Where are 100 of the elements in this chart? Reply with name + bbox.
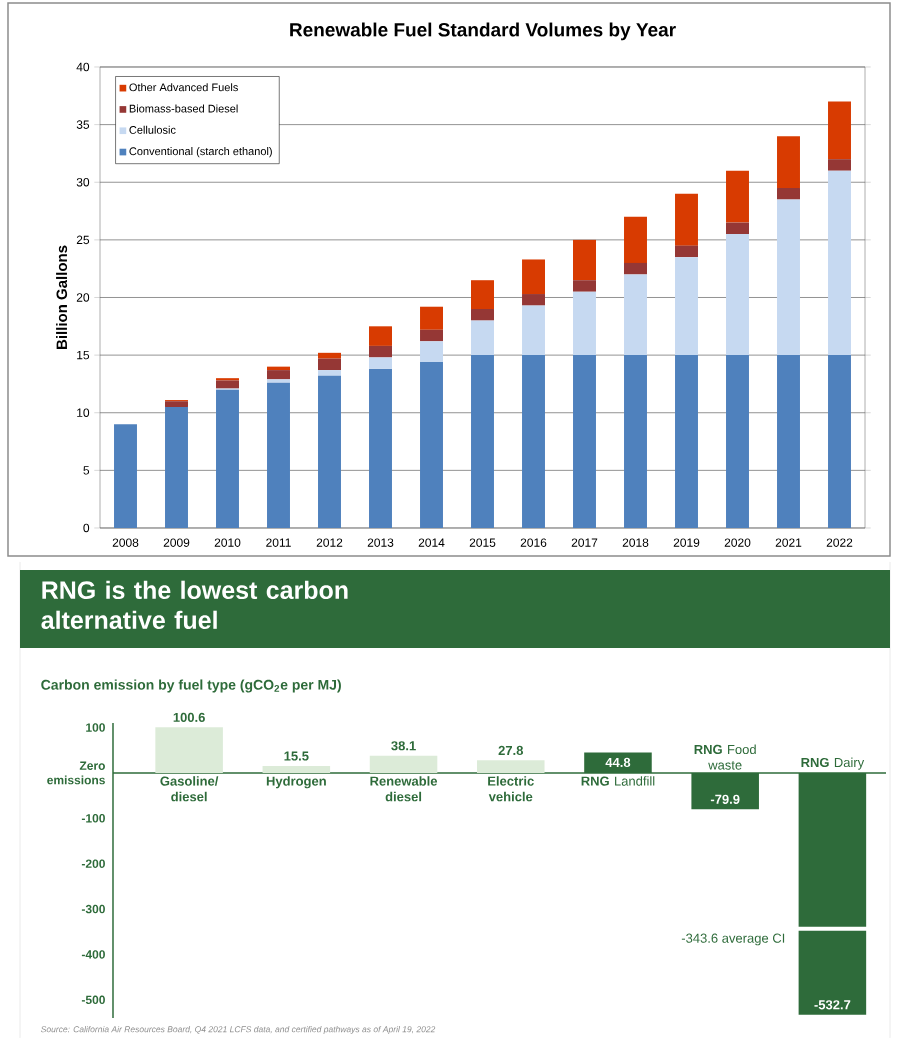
x-tick-label: RNG Dairy	[801, 757, 865, 770]
x-tick-label: 2020	[724, 538, 751, 547]
bar	[267, 379, 290, 383]
bar	[471, 309, 494, 321]
bar	[420, 341, 443, 363]
bar	[216, 380, 239, 389]
y-tick-label: 10	[77, 408, 90, 417]
bar	[369, 326, 392, 346]
x-tick-label: 2011	[266, 538, 291, 547]
bar	[165, 406, 188, 528]
y-tick-label: 40	[76, 62, 90, 72]
bar	[573, 355, 596, 528]
bar	[777, 355, 800, 528]
bar	[828, 170, 851, 356]
y-tick-label: 20	[76, 293, 90, 302]
bar	[624, 262, 647, 275]
x-tick-label: Renewable diesel	[370, 776, 438, 802]
x-tick-label: 2013	[367, 538, 394, 547]
x-tick-label: RNG Landfill	[581, 776, 655, 786]
bar	[267, 382, 290, 528]
bar	[318, 352, 341, 359]
y-tick-label: 15	[77, 350, 90, 360]
bar	[624, 216, 647, 263]
bar	[522, 259, 545, 295]
ref-line-label: -343.6 average CI	[681, 933, 785, 946]
bar	[675, 193, 698, 246]
data-label: 27.8	[498, 745, 524, 756]
data-label: 38.1	[391, 741, 416, 751]
bar	[267, 370, 290, 380]
bar	[624, 274, 647, 356]
bar	[318, 358, 341, 371]
bar	[726, 234, 749, 356]
bar	[573, 291, 596, 356]
bar	[262, 765, 331, 773]
y-axis-title: Billion Gallons	[56, 245, 68, 349]
bar	[369, 755, 438, 773]
data-label: 100.6	[173, 712, 205, 722]
bar	[777, 199, 800, 356]
bar	[420, 306, 443, 330]
bar	[114, 424, 137, 528]
bar	[675, 355, 698, 528]
x-tick-label: 2022	[826, 538, 853, 547]
data-label: -79.9	[710, 794, 740, 804]
x-tick-label: 2017	[571, 538, 598, 547]
bar	[726, 355, 749, 528]
bar	[155, 727, 223, 773]
x-tick-label: 2015	[469, 538, 496, 547]
bar	[522, 305, 545, 356]
y-tick-label: -400	[81, 950, 105, 959]
chart-subtitle: Carbon emission by fuel type (gCO$_{2}$e per MJ)	[41, 679, 341, 693]
legend-label: Biomass-based Diesel	[129, 104, 238, 113]
bar	[828, 159, 851, 171]
chart-title: RNG is the lowest carbon alternative fuel	[41, 580, 348, 630]
x-tick-label: Hydrogen	[266, 776, 326, 789]
y-tick-label: -200	[81, 859, 105, 868]
chart-title: Renewable Fuel Standard Volumes by Year	[290, 22, 676, 41]
data-label: 15.5	[284, 751, 309, 761]
bar	[522, 355, 545, 528]
y-tick-label: -300	[81, 904, 105, 914]
y-tick-label: 25	[76, 235, 90, 245]
x-tick-label: Gasoline/ diesel	[160, 776, 219, 802]
bar	[675, 245, 698, 258]
bar	[471, 355, 494, 528]
bar	[420, 362, 443, 528]
y-tick-label: Zero emissions	[47, 761, 105, 785]
bar	[777, 188, 800, 200]
source-note: Source: California Air Resources Board, Q4 2021 LCFS data, and certified pathways as of April 19, 2022	[40, 1026, 436, 1034]
x-tick-label: 2008	[112, 538, 139, 547]
bar	[318, 370, 341, 376]
legend-label: Other Advanced Fuels	[129, 83, 238, 92]
bar	[624, 355, 647, 528]
x-tick-label: 2014	[418, 538, 445, 547]
x-tick-label: 2021	[775, 538, 802, 547]
y-tick-label: 30	[76, 177, 90, 187]
bar	[726, 170, 749, 223]
y-tick-label: 35	[76, 120, 90, 129]
x-tick-label: 2010	[214, 538, 241, 547]
x-tick-label: Electric vehicle	[488, 776, 534, 802]
x-tick-label: 2016	[520, 538, 547, 547]
x-tick-label: 2009	[163, 538, 190, 547]
bar	[573, 280, 596, 292]
y-tick-label: 100	[86, 723, 105, 732]
y-tick-label: 0	[83, 523, 90, 533]
data-label: 44.8	[605, 757, 631, 768]
bar	[216, 389, 239, 528]
legend-label: Cellulosic	[129, 125, 176, 134]
bar	[420, 329, 443, 342]
bar	[828, 355, 851, 528]
bar	[726, 222, 749, 235]
bar	[476, 760, 545, 773]
bar	[471, 280, 494, 310]
bar	[522, 294, 545, 306]
bar	[165, 401, 188, 407]
x-tick-label: 2019	[673, 538, 700, 547]
data-label: -532.7	[814, 1000, 851, 1010]
bar	[318, 375, 341, 528]
bar	[777, 136, 800, 189]
y-tick-label: 5	[83, 466, 90, 475]
bar	[828, 101, 851, 160]
y-tick-label: -100	[81, 814, 105, 823]
